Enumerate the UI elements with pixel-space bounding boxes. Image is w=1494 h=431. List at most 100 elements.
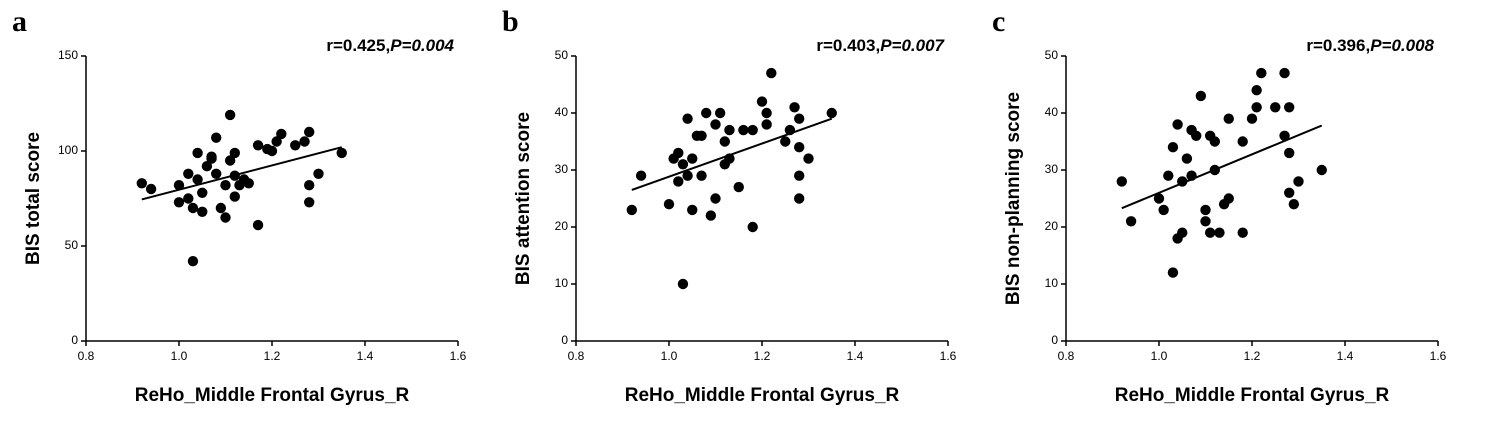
point [687, 153, 698, 164]
x-axis-label: ReHo_Middle Frontal Gyrus_R [1115, 385, 1390, 406]
point [215, 202, 227, 214]
point [211, 132, 222, 143]
y-tick-label: 50 [555, 48, 569, 62]
point [1284, 187, 1295, 198]
point [229, 191, 240, 202]
point [192, 174, 203, 185]
annotation: r=0.396,P=0.008 [1306, 36, 1434, 55]
point [789, 102, 800, 113]
point [756, 96, 768, 107]
point [187, 202, 199, 214]
point [1237, 136, 1248, 147]
point [1293, 176, 1304, 187]
point [1214, 227, 1225, 238]
point [336, 147, 347, 159]
y-tick-label: 30 [1045, 162, 1059, 176]
y-axis-label: BIS total score [23, 132, 44, 265]
point [224, 155, 236, 166]
y-tick-label: 0 [71, 333, 78, 347]
point [682, 113, 693, 124]
point [1172, 119, 1183, 130]
point [1209, 136, 1221, 147]
point [1256, 67, 1267, 79]
point [794, 170, 805, 181]
point [682, 170, 693, 181]
point [1163, 170, 1174, 181]
x-tick-label: 1.4 [357, 349, 374, 363]
y-tick-label: 30 [555, 162, 569, 176]
x-tick-label: 0.8 [568, 349, 585, 363]
point [1158, 204, 1169, 216]
x-tick-label: 1.2 [1244, 349, 1261, 363]
x-tick-label: 1.6 [450, 349, 467, 363]
point [206, 153, 217, 164]
point [1237, 227, 1248, 238]
annotation-p: P=0.007 [880, 36, 945, 55]
annotation: r=0.403,P=0.007 [816, 36, 945, 55]
point [304, 126, 315, 138]
point [1116, 176, 1128, 187]
point [826, 107, 837, 119]
annotation: r=0.425,P=0.004 [326, 36, 454, 55]
y-tick-label: 40 [555, 105, 569, 119]
y-tick-label: 20 [1045, 219, 1059, 233]
x-tick-label: 0.8 [1058, 349, 1075, 363]
point [1153, 193, 1165, 204]
point [1270, 102, 1281, 113]
point [766, 67, 777, 79]
annotation-r: r=0.425, [326, 36, 390, 55]
point [705, 210, 717, 221]
point [192, 147, 203, 159]
point [733, 181, 744, 193]
x-tick-label: 1.4 [1337, 349, 1354, 363]
x-tick-label: 0.8 [78, 349, 95, 363]
point [794, 142, 805, 153]
x-tick-label: 1.0 [1151, 349, 1168, 363]
point [1223, 113, 1234, 124]
point [304, 197, 315, 208]
point [714, 107, 726, 119]
point [197, 206, 208, 217]
point [794, 193, 805, 204]
y-tick-label: 0 [1051, 333, 1058, 347]
point [677, 159, 689, 170]
point [1223, 193, 1234, 204]
point [626, 204, 637, 216]
point [1251, 102, 1262, 113]
point [243, 178, 254, 189]
point [673, 147, 684, 159]
x-tick-label: 1.0 [171, 349, 188, 363]
point [183, 168, 194, 179]
point [173, 180, 185, 191]
point [803, 153, 814, 164]
point [1316, 164, 1327, 176]
x-tick-label: 1.6 [940, 349, 957, 363]
point [313, 168, 324, 179]
point [201, 161, 213, 172]
point [761, 107, 772, 119]
fit-line [631, 117, 833, 191]
point [197, 187, 208, 198]
point [304, 180, 315, 191]
x-tick-label: 1.2 [754, 349, 771, 363]
point [677, 278, 689, 290]
y-tick-label: 20 [555, 219, 569, 233]
point [1204, 227, 1216, 238]
point [710, 119, 721, 130]
point [266, 145, 278, 157]
point [696, 130, 707, 141]
point [1177, 227, 1188, 238]
point [229, 147, 240, 159]
y-tick-label: 50 [1045, 48, 1059, 62]
panel-label: b [502, 5, 519, 38]
x-axis-label: ReHo_Middle Frontal Gyrus_R [625, 385, 900, 406]
y-tick-label: 150 [58, 48, 78, 62]
y-tick-label: 100 [58, 143, 78, 157]
y-tick-label: 10 [555, 276, 569, 290]
point [1279, 130, 1290, 141]
point [635, 170, 647, 181]
point [724, 124, 735, 136]
y-tick-label: 10 [1045, 276, 1059, 290]
x-tick-label: 1.4 [847, 349, 864, 363]
